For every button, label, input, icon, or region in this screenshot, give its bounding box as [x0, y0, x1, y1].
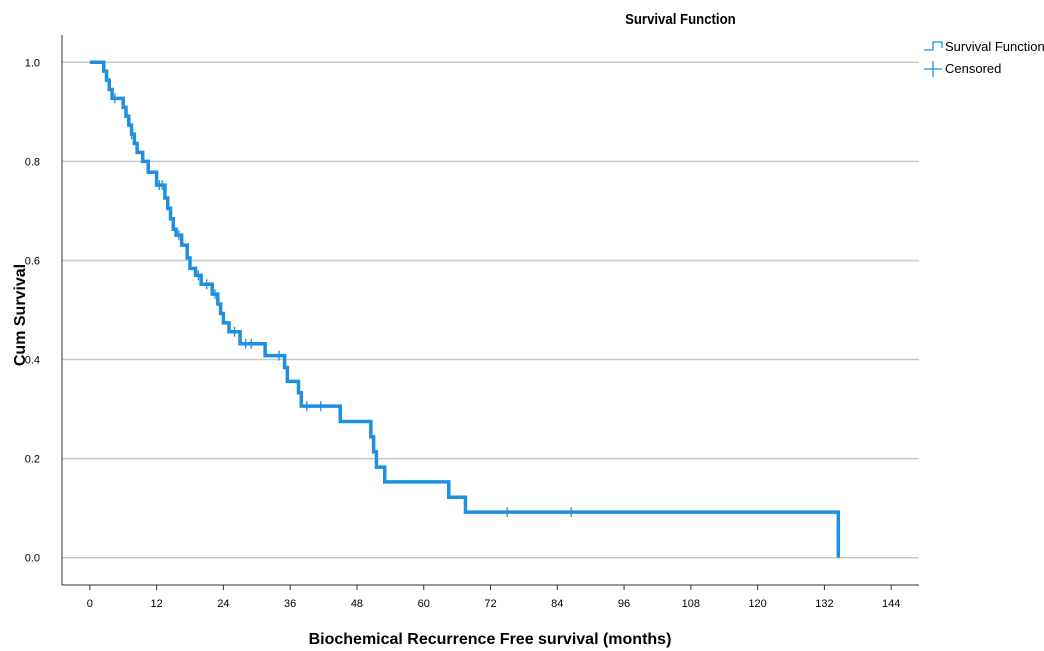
legend: Survival Function Censored: [924, 39, 1044, 77]
x-tick-label: 60: [418, 598, 430, 610]
survival-step-line: [89, 60, 841, 558]
y-tick-label: 0.8: [25, 156, 40, 168]
y-tick-label: 0.2: [25, 454, 40, 466]
x-axis-label: Biochemical Recurrence Free survival (mo…: [309, 631, 672, 648]
x-tick-label: 36: [284, 598, 296, 610]
x-tick-label: 0: [87, 598, 93, 610]
y-axis-label: Cum Survival: [12, 264, 29, 366]
x-tick-label: 144: [882, 598, 900, 610]
y-tick-label: 0.6: [25, 255, 40, 267]
x-tick-label: 12: [150, 598, 162, 610]
x-tick-label: 108: [682, 598, 700, 610]
x-tick-label: 120: [748, 598, 766, 610]
x-tick-label: 132: [815, 598, 833, 610]
y-tick-label: 0.0: [25, 553, 40, 565]
y-tick-label: 0.4: [25, 355, 40, 367]
series-layer: [89, 60, 841, 558]
legend-censored-label: Censored: [945, 61, 1001, 76]
legend-survival-icon: [924, 41, 943, 51]
grid-lines: [62, 61, 919, 559]
x-tick-label: 48: [351, 598, 363, 610]
x-tick-label: 24: [217, 598, 229, 610]
x-tick-label: 84: [551, 598, 563, 610]
axes: 0.0 0.2 0.4 0.6 0.8 1.0 0 12 24 36 48 60 72 84 96 108 12…: [25, 35, 919, 610]
y-tick-label: 1.0: [25, 57, 40, 69]
legend-survival-label: Survival Function: [945, 39, 1044, 54]
x-tick-label: 72: [484, 598, 496, 610]
legend-censored-icon: [924, 61, 942, 77]
chart-title: Survival Function: [625, 10, 736, 27]
x-tick-label: 96: [618, 598, 630, 610]
